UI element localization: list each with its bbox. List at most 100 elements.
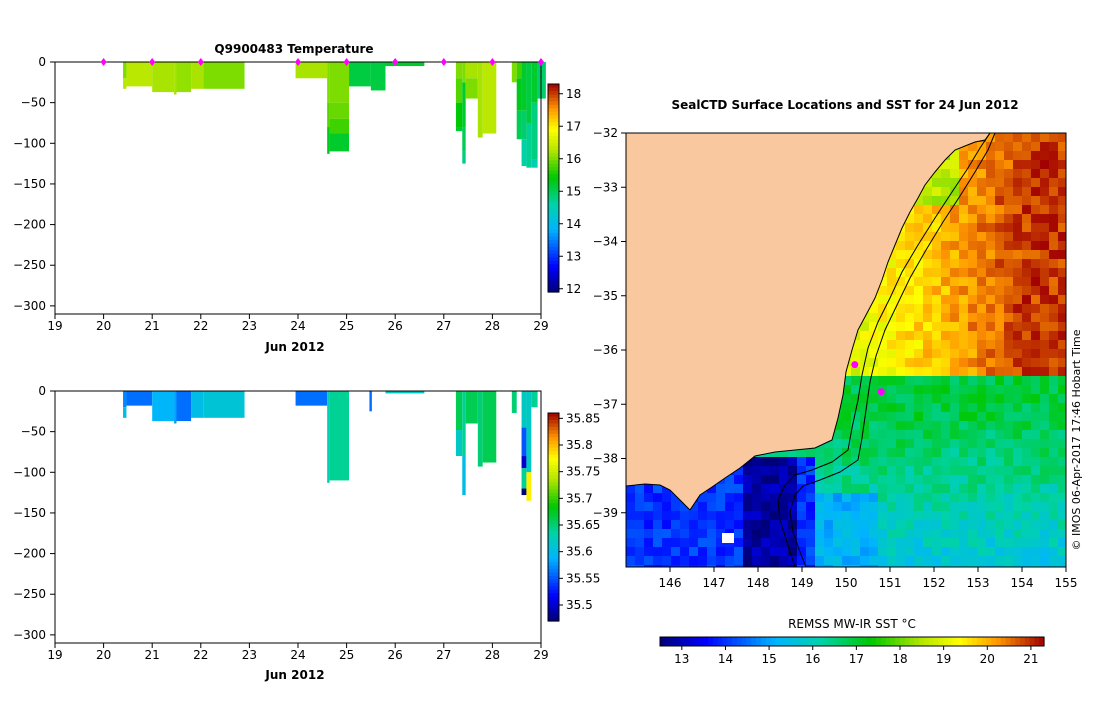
sst-cell [959,520,969,530]
sst-cell [977,547,987,557]
sst-cell [923,196,933,206]
sst-cell [833,520,843,530]
sst-cell [995,538,1005,548]
sst-cell [977,205,987,215]
sst-cell [761,556,771,566]
sst-cell [887,340,897,350]
sst-cell [1031,313,1041,323]
sst-cell [1058,169,1067,179]
sst-cell [977,277,987,287]
sst-cell [968,385,978,395]
sst-cell [896,385,906,395]
sst-cell [1004,457,1014,467]
sst-cell [905,394,915,404]
sst-cell [905,547,915,557]
y-tick-label: −300 [13,628,46,642]
sst-cell [1013,403,1023,413]
sst-cell [770,493,780,503]
sst-cell [842,493,852,503]
sst-cell [968,196,978,206]
isobath-200m [777,132,991,568]
sst-cell [986,169,996,179]
sst-cell [1031,448,1041,458]
sst-cell [896,241,906,251]
sst-cell [869,313,879,323]
sst-cell [941,232,951,242]
sst-cell [707,511,717,521]
sst-cell [815,466,825,476]
sst-cell [1031,331,1041,341]
sst-cell [905,511,915,521]
colorbar-cell [548,478,559,483]
sst-cell [779,457,789,467]
sst-cell [743,520,753,530]
profile-17-segment-0 [511,391,517,413]
sst-cell [734,466,744,476]
sst-cell [887,448,897,458]
sst-cell [698,547,708,557]
sst-cell [626,520,636,530]
sst-colorbar-cell [717,637,723,646]
sst-cell [1049,331,1059,341]
sst-cell [968,403,978,413]
sst-colorbar-cell [914,637,920,646]
sst-cell [959,223,969,233]
sst-cell [914,421,924,431]
sst-cell [887,511,897,521]
sst-cell [932,169,942,179]
sst-cell [1049,385,1059,395]
sst-cell [968,511,978,521]
sst-cell [941,250,951,260]
temperature-surface-markers [100,58,544,66]
sst-cell [923,178,933,188]
sst-cell [1013,322,1023,332]
sst-cell [1004,376,1014,386]
sst-cell [878,295,888,305]
sst-cell [1013,556,1023,566]
sst-cell [950,439,960,449]
sst-cell [968,268,978,278]
sst-cell [986,277,996,287]
sst-cell [689,511,699,521]
sst-cell [815,529,825,539]
sst-cell [896,259,906,269]
sst-cell [806,457,816,467]
sst-cell [914,349,924,359]
sst-cell [923,241,933,251]
sst-cell [1049,484,1059,494]
sst-cell [788,538,798,548]
sst-cell [995,187,1005,197]
profile-0-segment-1 [123,407,127,418]
sst-cell [959,205,969,215]
sst-cell [923,547,933,557]
sst-cell [887,304,897,314]
sst-cell [977,403,987,413]
sst-cell [725,547,735,557]
sst-cell [968,457,978,467]
sst-cell [1013,547,1023,557]
sst-cell [1031,133,1041,143]
sst-cell [707,502,717,512]
sst-cell [914,457,924,467]
sst-cell [986,520,996,530]
sst-cell [896,466,906,476]
sst-colorbar-tick-label: 14 [718,652,733,666]
sst-cell [977,502,987,512]
sst-cell [1040,394,1050,404]
sst-cell [824,520,834,530]
sst-cell [842,394,852,404]
sst-cell [1013,421,1023,431]
sst-cell [725,556,735,566]
sst-cell [977,268,987,278]
sst-cell [1013,277,1023,287]
sst-cell [842,511,852,521]
profile-8-segment-0 [327,391,330,483]
y-tick-label: −150 [13,177,46,191]
sst-cell [869,475,879,485]
sst-cell [977,421,987,431]
sst-cell [878,367,888,377]
sst-cell [869,529,879,539]
sst-cell [797,493,807,503]
sst-cell [950,313,960,323]
sst-cell [1058,412,1067,422]
